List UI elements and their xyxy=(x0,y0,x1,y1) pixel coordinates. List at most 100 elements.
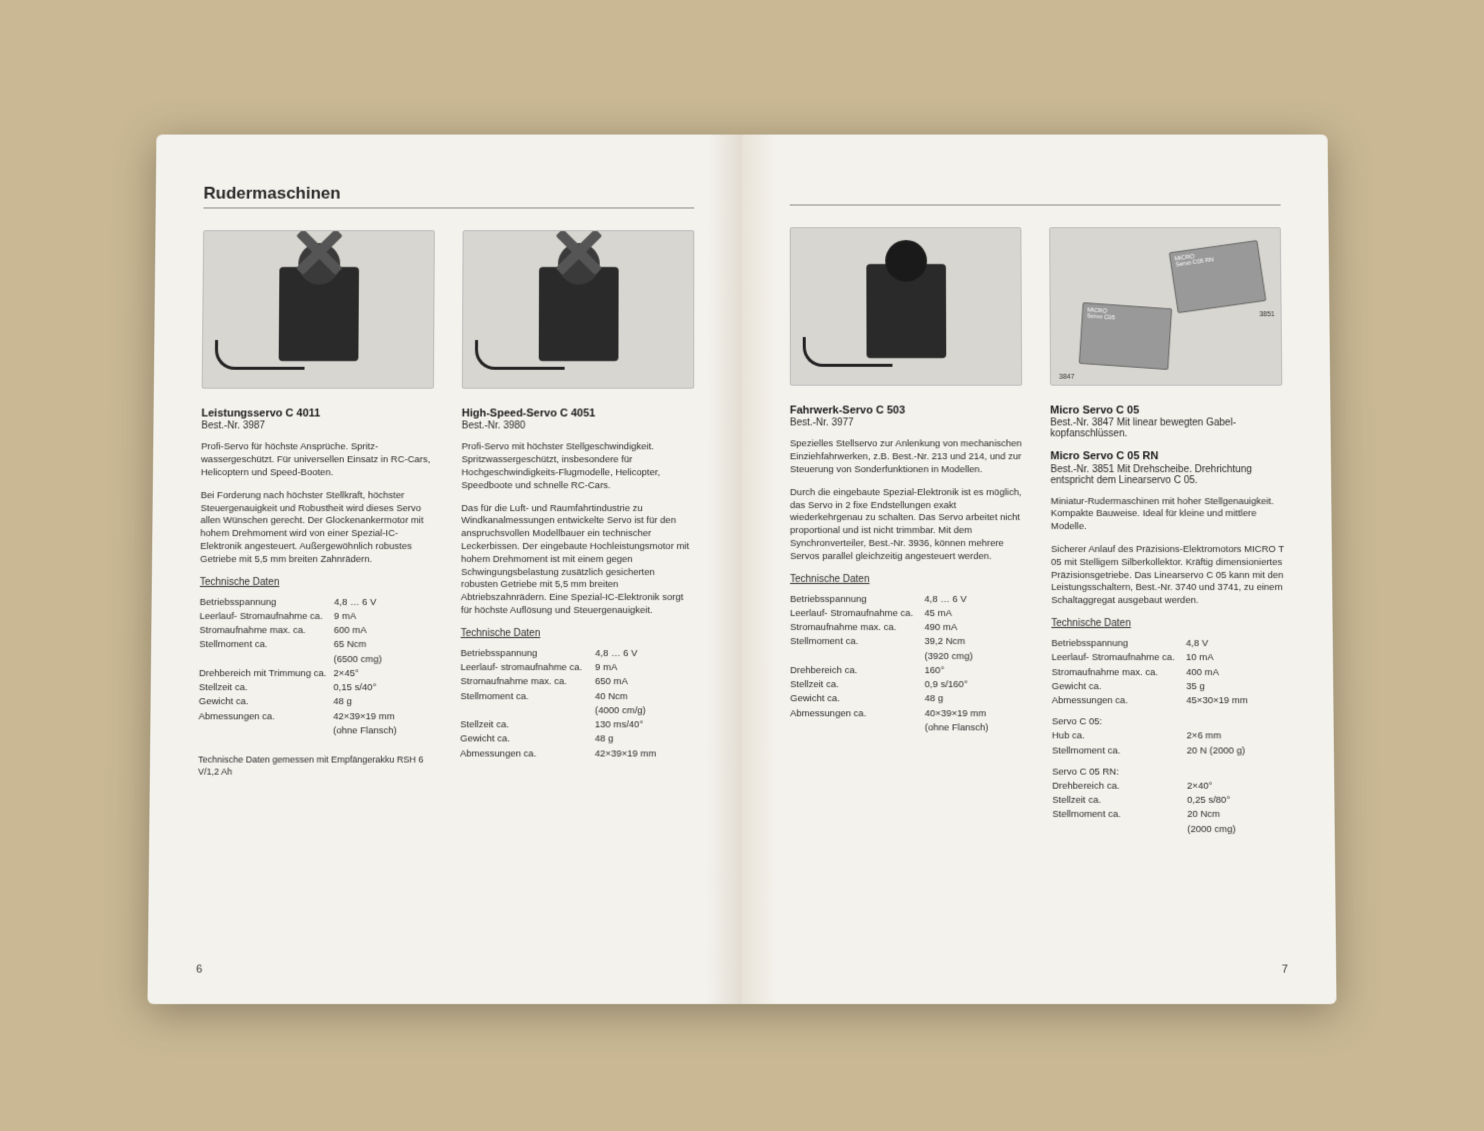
tech-data-label: Technische Daten xyxy=(461,627,694,638)
spec-value: 2×6 mm xyxy=(1187,729,1286,743)
body-text: Durch die eingebaute Spezial-Elektronik … xyxy=(790,486,1023,563)
spec-table: Betriebsspannung 4,8 … 6 VLeerlauf- Strom… xyxy=(198,595,432,738)
spec-table: Betriebsspannung 4,8 … 6 V Leerlauf- strom… xyxy=(460,646,694,760)
spec-row: Stromaufnahme max. ca. 490 mA xyxy=(790,621,1023,635)
spec-label: Gewicht ca. xyxy=(790,692,919,706)
spec-value: 0,9 s/160° xyxy=(925,678,1024,692)
tech-data-label: Technische Daten xyxy=(1051,618,1284,629)
spec-label: Stromaufnahme max. ca. xyxy=(460,675,589,689)
spec-row: Stellmoment ca.65 Ncm (6500 cmg) xyxy=(199,638,433,667)
spec-label: Betriebsspannung xyxy=(1051,637,1180,651)
body-text: Das für die Luft- und Raumfahrtindustrie… xyxy=(461,502,694,617)
spec-value: 48 g xyxy=(595,732,694,746)
spec-row: Stellmoment ca.40 Ncm (4000 cm/g) xyxy=(460,689,694,718)
image-label: 3847 xyxy=(1059,373,1075,380)
spec-value: 0,25 s/80° xyxy=(1187,793,1286,807)
product-col-4: MICROServo C05 RN MICROServo C05 3851 38… xyxy=(1049,227,1286,837)
spec-value: 35 g xyxy=(1186,680,1285,694)
spec-table: Drehbereich ca.2×40°Stellzeit ca.0,25 s/… xyxy=(1052,779,1286,836)
spec-table: Hub ca.2×6 mmStellmoment ca.20 N (2000 g… xyxy=(1052,729,1286,758)
page-header: Rudermaschinen xyxy=(203,183,694,203)
product-title: High-Speed-Servo C 4051 xyxy=(462,406,694,420)
spec-value: 2×40° xyxy=(1187,779,1286,793)
spec-label: Gewicht ca. xyxy=(199,695,328,709)
product-subtitle: Micro Servo C 05 RN xyxy=(1050,449,1283,463)
spec-label: Abmessungen ca. xyxy=(460,747,589,761)
spec-row: Gewicht ca. 48 g xyxy=(460,732,694,746)
spec-value: 4,8 … 6 V xyxy=(595,646,694,660)
spec-value: 9 mA xyxy=(595,661,694,675)
product-col-1: Leistungsservo C 4011 Best.-Nr. 3987 Pro… xyxy=(198,230,435,778)
spec-value: 130 ms/40° xyxy=(595,718,694,732)
spec-row: Betriebsspannung 4,8 V xyxy=(1051,637,1284,651)
spec-row: Abmessungen ca.45×30×19 mm xyxy=(1052,694,1286,708)
spec-value: 4,8 … 6 V xyxy=(334,595,433,609)
spec-row: Betriebsspannung4,8 … 6 V xyxy=(790,592,1023,606)
spec-label: Stellzeit ca. xyxy=(460,718,589,732)
product-order: Best.-Nr. 3847 Mit linear bewegten Gabel… xyxy=(1050,417,1283,439)
footnote: Technische Daten gemessen mit Empfängera… xyxy=(198,754,432,778)
spec-value: 45 mA xyxy=(924,606,1023,620)
spec-row: Gewicht ca. 35 g xyxy=(1052,680,1286,694)
spec-value: 2×45° xyxy=(333,666,432,680)
spec-value: 48 g xyxy=(925,692,1024,706)
spec-row: Leerlauf- Stromaufnahme ca.9 mA xyxy=(199,609,432,623)
spec-value: 650 mA xyxy=(595,675,694,689)
page-number: 7 xyxy=(1282,963,1288,975)
spec-value: 40×39×19 mm (ohne Flansch) xyxy=(925,706,1024,735)
product-image-c4011 xyxy=(202,230,435,388)
spec-value: 400 mA xyxy=(1186,665,1285,679)
spec-label: Stromaufnahme max. ca. xyxy=(790,621,918,635)
spec-value: 42×39×19 mm xyxy=(595,747,694,761)
spec-value: 39,2 Ncm (3920 cmg) xyxy=(925,635,1024,664)
spec-label: Stellmoment ca. xyxy=(1052,744,1181,758)
spec-value: 490 mA xyxy=(924,621,1023,635)
product-order: Best.-Nr. 3987 xyxy=(201,420,434,431)
page-right: Fahrwerk-Servo C 503 Best.-Nr. 3977 Spez… xyxy=(742,134,1337,1004)
product-title: Fahrwerk-Servo C 503 xyxy=(790,403,1022,417)
spec-row: Stellzeit ca.0,25 s/80° xyxy=(1052,793,1286,807)
product-order: Best.-Nr. 3851 Mit Drehscheibe. Drehrich… xyxy=(1050,463,1283,485)
spec-row: Stellmoment ca.39,2 Ncm (3920 cmg) xyxy=(790,635,1023,664)
spec-label: Hub ca. xyxy=(1052,729,1181,743)
spec-row: Drehbereich ca.2×40° xyxy=(1052,779,1286,793)
spec-table: Betriebsspannung4,8 … 6 VLeerlauf- Strom… xyxy=(790,592,1024,735)
spec-label: Betriebsspannung xyxy=(461,646,590,660)
product-image-c4051 xyxy=(462,230,694,388)
spec-value: 20 Ncm (2000 cmg) xyxy=(1187,808,1286,837)
spec-row: Stromaufnahme max. ca. 650 mA xyxy=(460,675,694,689)
spec-label: Leerlauf- stromaufnahme ca. xyxy=(460,661,589,675)
spec-row: Gewicht ca. 48 g xyxy=(790,692,1024,706)
header-rule xyxy=(203,207,694,208)
body-text: Bei Forderung nach höchster Stellkraft, … xyxy=(200,489,433,566)
body-text: Spezielles Stellservo zur Anlenkung von … xyxy=(790,438,1023,476)
spec-label: Abmessungen ca. xyxy=(790,706,919,735)
body-text: Profi-Servo für höchste Ansprüche. Sprit… xyxy=(201,441,434,479)
spec-row: Abmessungen ca.42×39×19 mm (ohne Flansch… xyxy=(198,709,432,738)
spec-value: 4,8 V xyxy=(1186,637,1285,651)
spec-label: Abmessungen ca. xyxy=(198,709,327,738)
spec-label: Stellzeit ca. xyxy=(199,681,328,695)
product-order: Best.-Nr. 3977 xyxy=(790,417,1022,428)
spec-row: Leerlauf- Stromaufnahme ca.45 mA xyxy=(790,606,1023,620)
spec-row: Stromaufnahme max. ca.400 mA xyxy=(1052,665,1286,679)
spec-table: Betriebsspannung 4,8 V Leerlauf- Stromaufn… xyxy=(1051,637,1285,708)
spec-row: Hub ca. 2×6 mm xyxy=(1052,729,1286,743)
page-number: 6 xyxy=(196,963,202,975)
spec-label: Betriebsspannung xyxy=(200,595,328,609)
spec-label: Gewicht ca. xyxy=(460,732,589,746)
spec-label: Leerlauf- Stromaufnahme ca. xyxy=(1051,651,1180,665)
tech-data-label: Technische Daten xyxy=(790,573,1023,584)
spec-label: Stellmoment ca. xyxy=(199,638,328,667)
product-title: Leistungsservo C 4011 xyxy=(201,406,433,420)
body-text: Profi-Servo mit höchster Stellgeschwin­d… xyxy=(461,441,694,492)
spec-row: Abmessungen ca.40×39×19 mm (ohne Flansch… xyxy=(790,706,1024,735)
page-left: Rudermaschinen Leistungsservo C 4011 Bes… xyxy=(147,134,742,1004)
body-text: Miniatur-Rudermaschinen mit hoher Stell­… xyxy=(1051,495,1284,533)
spec-row: Stellmoment ca.20 Ncm (2000 cmg) xyxy=(1052,808,1286,837)
spec-row: Drehbereich ca.160° xyxy=(790,663,1023,677)
spec-row: Stromaufnahme max. ca.600 mA xyxy=(199,624,432,638)
spec-row: Gewicht ca.48 g xyxy=(199,695,433,709)
spec-row: Betriebsspannung 4,8 … 6 V xyxy=(461,646,694,660)
spec-label: Gewicht ca. xyxy=(1052,680,1181,694)
